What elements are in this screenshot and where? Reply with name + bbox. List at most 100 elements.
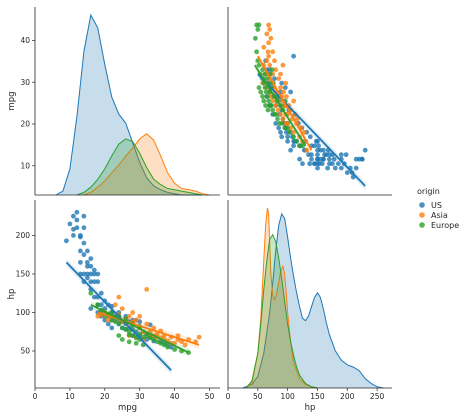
xtick-label-hp-diag-1: 50 <box>253 392 263 401</box>
point-us-65 <box>309 156 314 162</box>
point-us-27 <box>307 161 313 167</box>
point-us-9 <box>78 248 83 254</box>
density-line-asia <box>245 207 318 389</box>
point-asia-7 <box>116 294 122 300</box>
point-europe-0 <box>88 290 94 296</box>
hp-density-panel: 0 50 100 150 200 250 hp <box>226 200 392 413</box>
ylabel-mpg-diag: mpg <box>7 91 17 110</box>
point-asia-30 <box>196 334 202 340</box>
point-asia-42 <box>280 62 286 68</box>
point-us-23 <box>88 306 94 311</box>
point-us-5 <box>74 225 80 231</box>
point-asia-7 <box>266 40 271 46</box>
point-europe-31 <box>123 316 129 322</box>
point-us-20 <box>88 271 94 277</box>
point-asia-36 <box>282 121 288 126</box>
point-europe-24 <box>161 342 167 348</box>
regression-line-europe <box>90 303 189 354</box>
point-europe-36 <box>126 339 132 345</box>
point-us-97 <box>335 161 341 167</box>
ytick-label-mpg-diag-3: 40 <box>20 36 30 45</box>
xtick-label-hp-diag-5: 250 <box>370 392 385 401</box>
point-us-22 <box>88 263 94 269</box>
point-us-18 <box>285 138 290 144</box>
point-us-92 <box>312 143 317 149</box>
point-us-13 <box>359 156 365 162</box>
xtick-label-hp-vs-mpg-0: 0 <box>33 392 38 401</box>
legend-item-asia: Asia <box>419 211 448 220</box>
regression-line-us <box>257 73 366 187</box>
point-asia-33 <box>275 107 281 113</box>
point-us-41 <box>297 156 302 162</box>
point-europe-29 <box>256 85 262 90</box>
point-us-34 <box>353 165 359 171</box>
point-asia-52 <box>281 89 286 95</box>
point-us-7 <box>353 156 359 162</box>
point-europe-21 <box>279 121 285 126</box>
point-us-21 <box>88 279 94 285</box>
point-asia-26 <box>304 147 310 153</box>
point-us-68 <box>306 152 311 158</box>
ytick-label-hp-vs-mpg-1: 100 <box>16 308 31 317</box>
point-europe-45 <box>262 71 268 77</box>
point-asia-38 <box>175 333 181 338</box>
density-line-us <box>55 13 203 196</box>
point-us-18 <box>85 275 90 281</box>
point-asia-21 <box>291 129 296 135</box>
point-europe-37 <box>133 340 139 346</box>
point-europe-7 <box>116 320 122 326</box>
point-europe-26 <box>294 138 299 144</box>
ylabel-hp-vs-mpg: hp <box>7 289 17 300</box>
point-us-25 <box>315 165 320 171</box>
legend: origin US Asia Europe <box>417 187 459 230</box>
mpg-density-panel: 10 20 30 40 mpg <box>7 7 220 196</box>
point-asia-41 <box>278 71 283 77</box>
point-us-26 <box>91 294 97 300</box>
point-us-16 <box>276 125 282 131</box>
xtick-label-hp-vs-mpg-3: 30 <box>135 392 145 401</box>
point-us-30 <box>95 271 101 277</box>
point-us-76 <box>98 290 104 296</box>
point-us-32 <box>332 165 338 171</box>
point-asia-6 <box>264 58 270 64</box>
point-us-4 <box>71 213 76 219</box>
xtick-label-hp-vs-mpg-1: 10 <box>65 392 75 401</box>
density-fill-europe <box>76 138 203 195</box>
density-fill-us <box>242 213 384 388</box>
point-asia-11 <box>272 58 277 64</box>
point-us-72 <box>78 234 83 240</box>
point-us-24 <box>91 279 97 285</box>
point-europe-16 <box>270 107 276 113</box>
point-europe-24 <box>287 129 292 135</box>
point-us-37 <box>344 170 350 176</box>
xtick-label-hp-vs-mpg-5: 50 <box>205 392 215 401</box>
mpg-vs-hp-scatter-panel <box>227 7 392 196</box>
point-us-85 <box>282 85 288 90</box>
point-us-103 <box>321 147 326 153</box>
point-us-6 <box>74 217 80 223</box>
point-europe-26 <box>172 347 178 352</box>
point-us-5 <box>343 152 349 158</box>
point-europe-25 <box>291 134 296 140</box>
ytick-label-hp-vs-mpg-2: 150 <box>16 270 31 279</box>
point-us-1 <box>67 221 73 227</box>
point-us-19 <box>85 248 90 254</box>
point-asia-2 <box>261 44 267 50</box>
point-europe-18 <box>273 112 279 117</box>
point-europe-28 <box>300 143 305 149</box>
point-europe-19 <box>275 116 280 122</box>
density-line-europe <box>76 138 203 196</box>
point-us-56 <box>279 80 285 86</box>
point-us-66 <box>312 161 317 167</box>
point-europe-32 <box>261 98 267 104</box>
xtick-label-hp-diag-4: 200 <box>340 392 355 401</box>
point-us-94 <box>322 152 327 158</box>
regression-line-europe <box>254 64 307 147</box>
point-asia-27 <box>266 22 271 28</box>
density-fill-asia <box>245 208 318 388</box>
density-line-asia <box>83 133 210 196</box>
point-us-11 <box>81 271 87 277</box>
point-europe-2 <box>256 22 262 28</box>
point-us-33 <box>98 302 104 308</box>
density-fill-asia <box>83 133 210 195</box>
